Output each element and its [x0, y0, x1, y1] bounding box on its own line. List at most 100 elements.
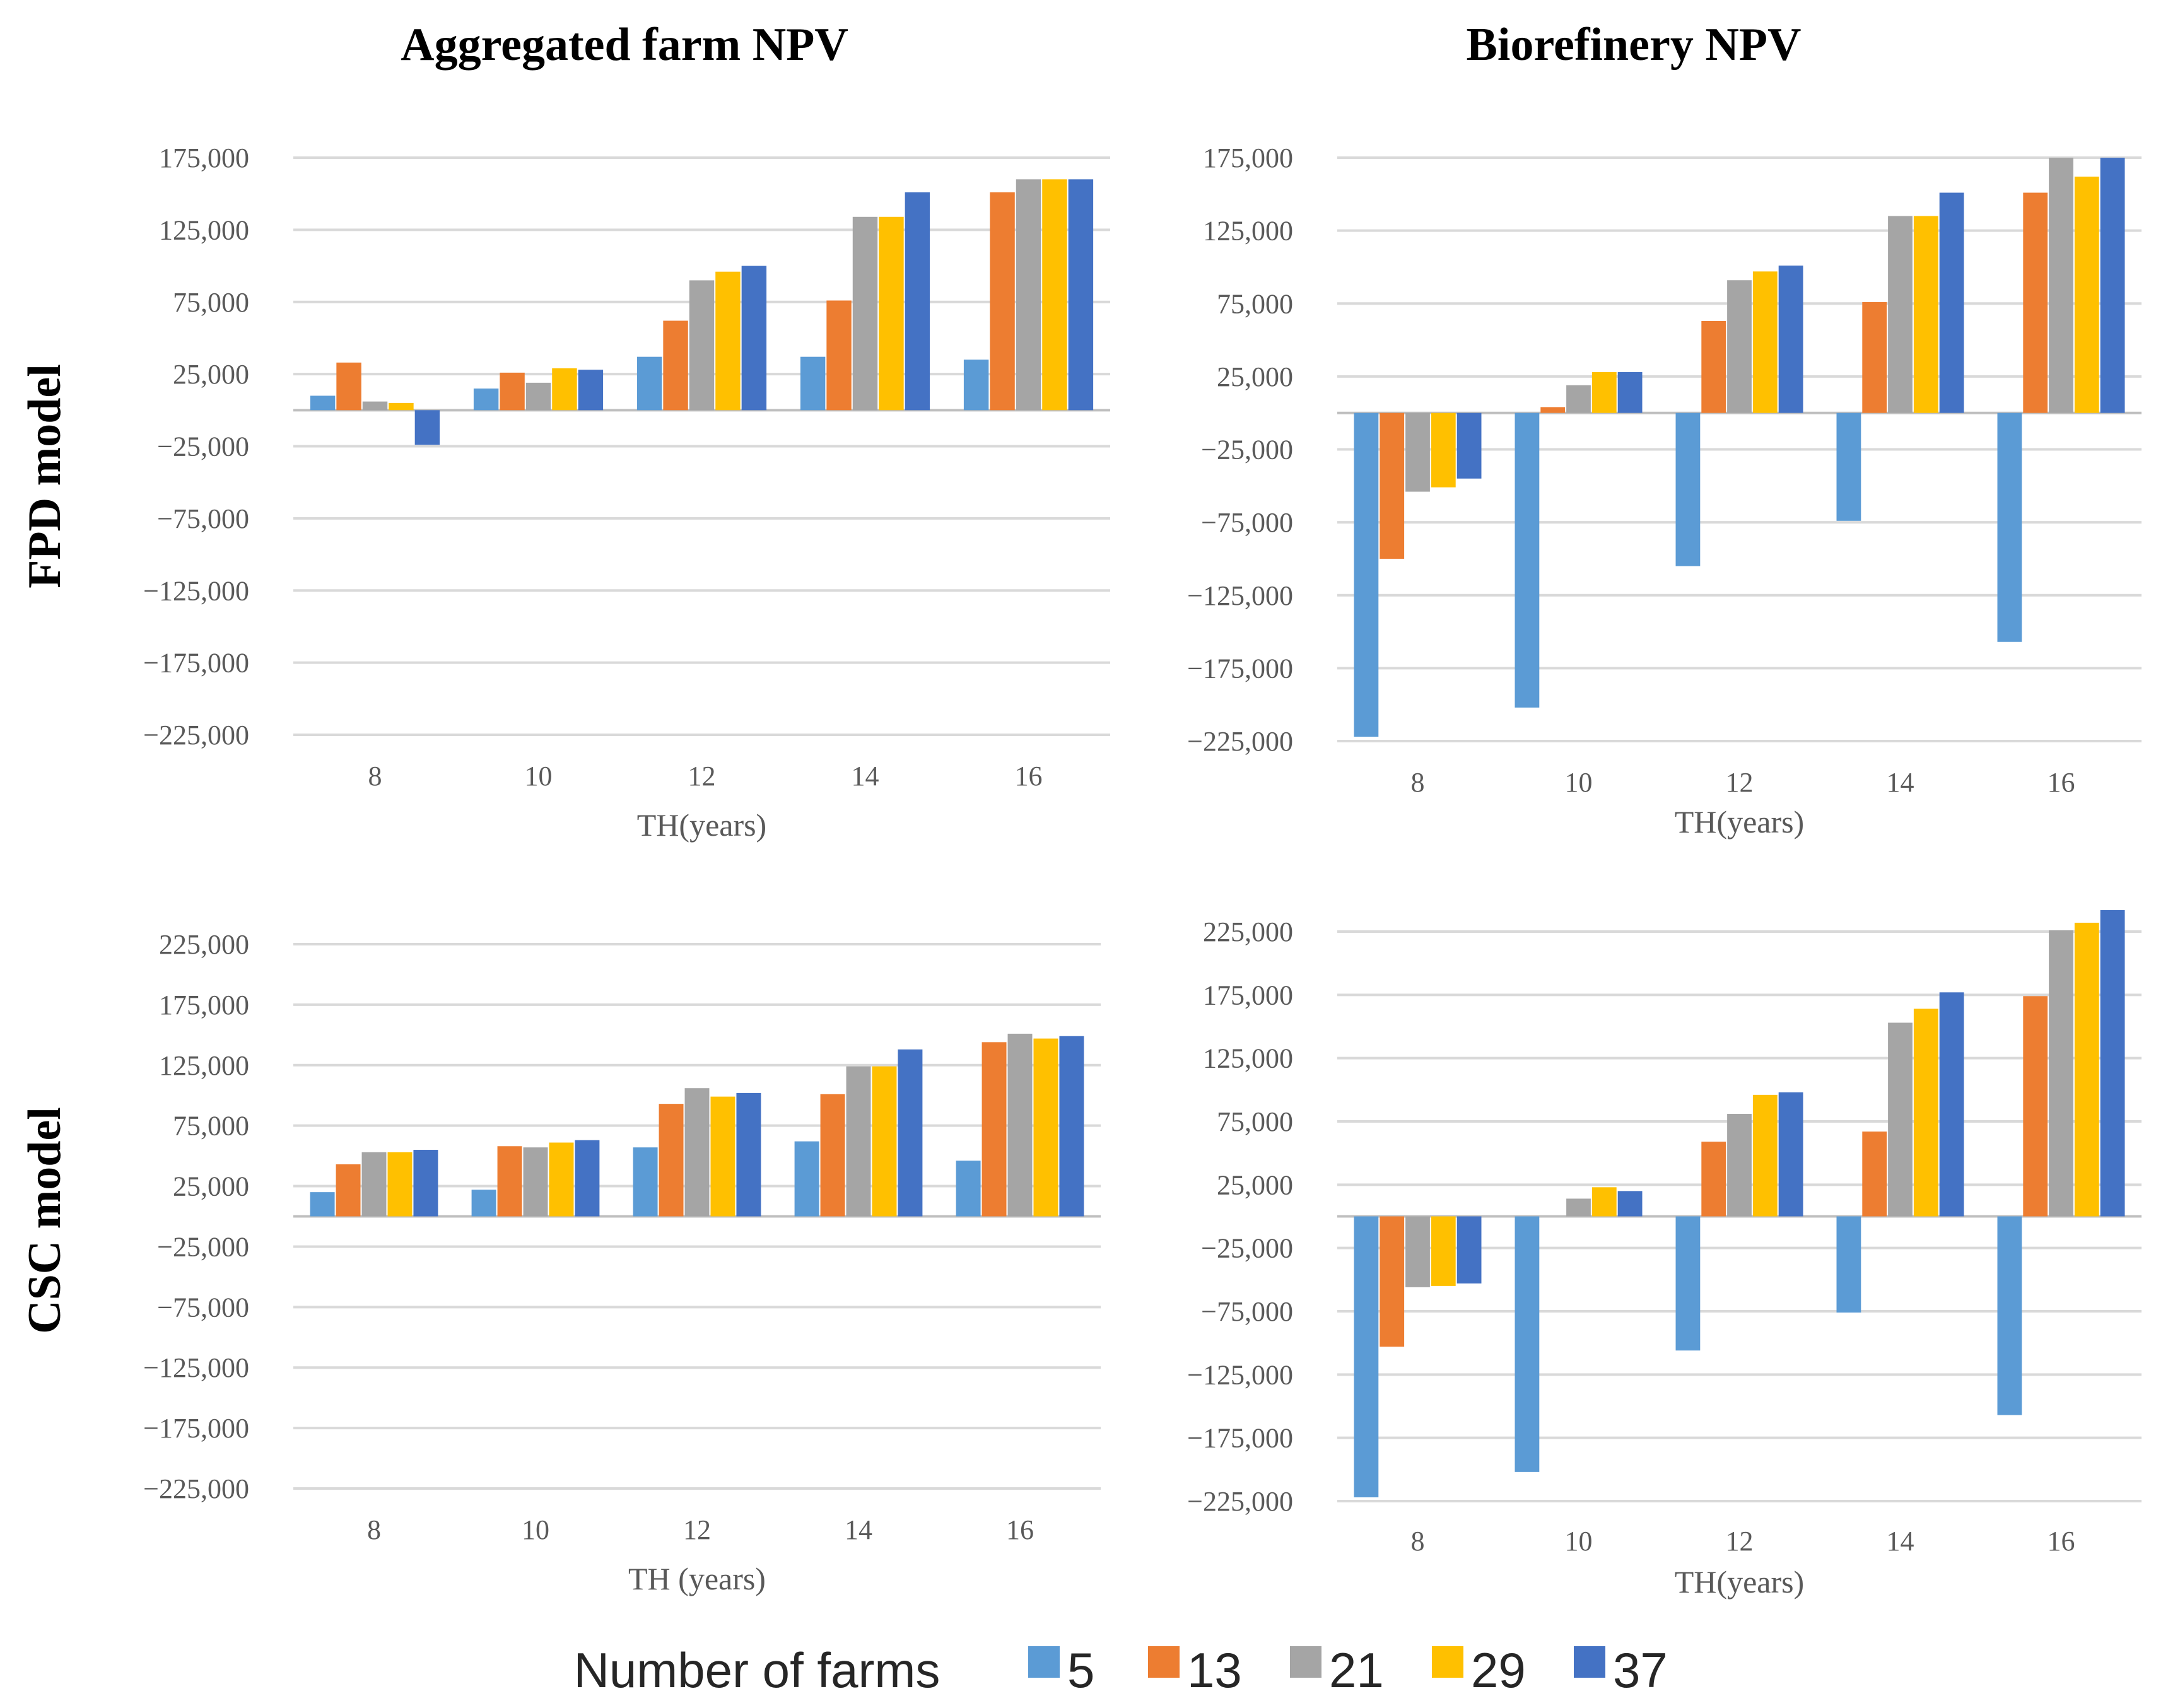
bar-series-5-th-14 — [1836, 1216, 1861, 1313]
x-tick-label: 10 — [1565, 1526, 1593, 1557]
x-axis-title: TH(years) — [1675, 804, 1804, 839]
bar-series-13-th-12 — [659, 1104, 684, 1217]
chart-fpd-farm: 175,000 125,000 75,000 25,000 −25,000 −75,000… — [143, 143, 1110, 843]
y-tick-label: −25,000 — [1201, 1233, 1293, 1264]
bar-series-37-th-14 — [1939, 992, 1964, 1217]
legend-label-5: 5 — [1067, 1642, 1094, 1698]
bar-series-37-th-16 — [1068, 179, 1094, 411]
y-tick-label: 75,000 — [173, 1111, 249, 1142]
x-tick-label: 14 — [852, 761, 879, 792]
bar-series-29-th-12 — [715, 271, 741, 411]
y-tick-label: 175,000 — [1203, 980, 1293, 1010]
bar-series-13-th-8 — [336, 1164, 361, 1217]
chart-csc-biorefinery: 225,000 175,000 125,000 75,000 25,000 −25,000… — [1187, 910, 2142, 1600]
bar-series-13-th-12 — [1701, 321, 1726, 413]
bar-series-21-th-10 — [1566, 1198, 1591, 1217]
x-tick-label: 12 — [1726, 1526, 1754, 1557]
legend-swatch-21 — [1290, 1646, 1321, 1678]
row-title-csc: CSC model — [19, 1107, 71, 1334]
x-tick-label: 14 — [1887, 1526, 1914, 1557]
y-tick-label: −175,000 — [1187, 653, 1293, 684]
bar-series-29-th-16 — [1033, 1038, 1058, 1217]
bar-series-29-th-10 — [1591, 1187, 1617, 1217]
legend-swatch-37 — [1574, 1646, 1605, 1678]
bar-series-37-th-16 — [2100, 910, 2125, 1217]
bar-series-21-th-12 — [689, 280, 715, 411]
column-title-farm: Aggregated farm NPV — [401, 19, 848, 71]
bar-series-29-th-16 — [1042, 179, 1067, 411]
bar-series-37-th-14 — [1939, 192, 1964, 413]
y-tick-label: 225,000 — [1203, 916, 1293, 947]
bar-series-29-th-8 — [1431, 412, 1456, 488]
bar-series-29-th-10 — [1591, 371, 1617, 413]
bar-series-21-th-10 — [1566, 385, 1591, 413]
bar-series-21-th-10 — [525, 382, 551, 411]
y-tick-label: 75,000 — [1217, 1106, 1293, 1137]
chart-csc-farm: 225,000 175,000 125,000 75,000 25,000 −25,000… — [143, 929, 1101, 1596]
y-tick-label: 175,000 — [159, 990, 249, 1021]
bar-series-21-th-8 — [1405, 412, 1430, 492]
x-tick-label: 14 — [845, 1514, 872, 1545]
bar-series-37-th-10 — [1617, 1191, 1643, 1217]
bar-series-37-th-12 — [1778, 1092, 1803, 1217]
x-tick-label: 12 — [1726, 767, 1754, 798]
bar-series-29-th-10 — [552, 368, 577, 411]
bar-series-13-th-10 — [1540, 407, 1566, 413]
y-tick-label: −225,000 — [143, 720, 249, 751]
bar-series-21-th-8 — [1405, 1216, 1430, 1287]
y-tick-label: 175,000 — [159, 143, 249, 173]
bar-series-29-th-14 — [1913, 1009, 1938, 1217]
bar-series-5-th-12 — [633, 1147, 658, 1217]
y-tick-label: 125,000 — [159, 1050, 249, 1081]
bar-series-21-th-12 — [1727, 280, 1752, 413]
bar-series-5-th-8 — [310, 395, 336, 411]
bar-series-37-th-8 — [1456, 1216, 1482, 1284]
bar-series-37-th-8 — [413, 1150, 438, 1217]
bar-series-21-th-16 — [2049, 158, 2073, 413]
bar-series-21-th-8 — [361, 1152, 387, 1217]
y-tick-label: −225,000 — [1187, 726, 1293, 757]
y-tick-label: −125,000 — [143, 1352, 249, 1383]
bar-series-29-th-14 — [872, 1066, 897, 1217]
bar-series-13-th-16 — [2023, 192, 2048, 413]
y-tick-label: −175,000 — [143, 1413, 249, 1444]
x-tick-label: 8 — [1411, 1526, 1425, 1557]
legend-label-13: 13 — [1187, 1642, 1242, 1698]
y-tick-label: 225,000 — [159, 929, 249, 960]
bar-series-21-th-14 — [1888, 216, 1913, 413]
bar-series-13-th-10 — [497, 1146, 522, 1217]
bar-series-21-th-16 — [2049, 930, 2073, 1217]
bar-series-5-th-10 — [471, 1190, 496, 1217]
bar-series-37-th-10 — [1617, 371, 1643, 413]
legend-swatch-29 — [1432, 1646, 1463, 1678]
bar-series-37-th-12 — [1778, 266, 1803, 413]
row-title-fpd: FPD model — [19, 364, 71, 588]
x-tick-label: 8 — [367, 1514, 381, 1545]
bar-series-13-th-16 — [2023, 996, 2048, 1217]
bar-series-29-th-12 — [1752, 271, 1778, 413]
legend-title: Number of farms — [574, 1642, 940, 1698]
chart-fpd-biorefinery: 175,000 125,000 75,000 25,000 −25,000 −75,000… — [1187, 143, 2142, 839]
bar-series-37-th-16 — [1059, 1036, 1084, 1217]
y-tick-label: −75,000 — [1201, 507, 1293, 538]
x-tick-label: 12 — [683, 1514, 711, 1545]
bar-series-29-th-10 — [549, 1142, 574, 1217]
x-axis-title: TH(years) — [1675, 1564, 1804, 1600]
x-tick-label: 8 — [1411, 767, 1425, 798]
y-tick-label: −125,000 — [1187, 580, 1293, 611]
y-tick-label: 25,000 — [173, 1171, 249, 1202]
bar-series-29-th-8 — [389, 402, 414, 411]
bar-series-5-th-14 — [1836, 412, 1861, 521]
bar-series-13-th-10 — [500, 372, 525, 411]
x-tick-label: 10 — [525, 761, 553, 792]
bar-series-29-th-16 — [2074, 177, 2099, 413]
y-tick-label: −25,000 — [1201, 435, 1293, 465]
legend-label-21: 21 — [1329, 1642, 1384, 1698]
bar-series-5-th-8 — [1354, 1216, 1379, 1497]
bar-series-5-th-8 — [1354, 412, 1379, 737]
x-tick-label: 16 — [1006, 1514, 1034, 1545]
bar-series-21-th-12 — [684, 1088, 710, 1217]
y-tick-label: 175,000 — [1203, 143, 1293, 173]
bar-series-13-th-14 — [820, 1094, 845, 1217]
